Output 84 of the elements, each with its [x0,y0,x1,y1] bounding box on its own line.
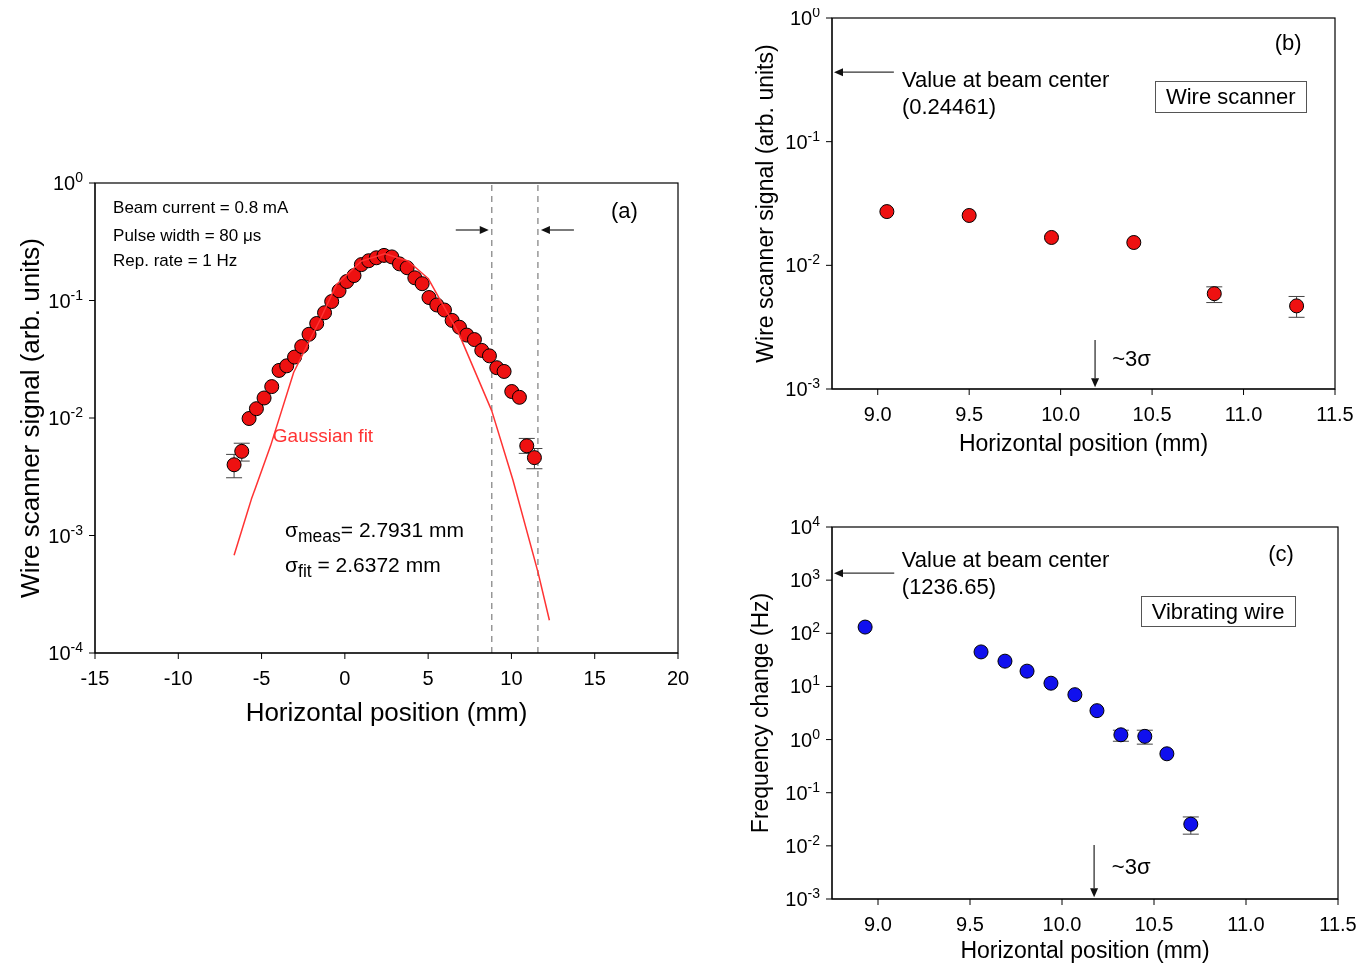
x-tick-label: 10.0 [1042,913,1082,935]
annotation: σ$_{meas}$= 2.7931 mm [285,516,464,548]
x-tick-label: -5 [252,667,271,689]
x-tick-label: 5 [422,667,434,689]
point [264,379,280,395]
series-label: Gaussian fit [272,425,374,448]
x-tick-label: 10.0 [1041,403,1081,425]
y-tick-label: 10$^{-1}$ [48,286,84,312]
annotation: Value at beam center (1236.65) [901,546,1110,600]
x-tick-label: 11.0 [1224,403,1263,425]
annotation: (a) [610,197,638,225]
point [973,644,989,660]
x-tick-label: 10 [500,667,523,689]
y-tick-label: 10$^{-2}$ [785,251,821,277]
annotation: Rep. rate = 1 Hz [113,249,238,271]
x-axis-title: Horizontal position (mm) [245,697,528,727]
point [1019,663,1035,679]
x-tick-label: 9.5 [956,913,984,935]
point [1043,675,1059,691]
x-tick-label: 11.5 [1319,913,1357,935]
x-tick-label: 15 [583,667,606,689]
point [526,450,542,466]
annotation: Vibrating wire [1151,598,1285,624]
x-axis-title: Horizontal position (mm) [958,430,1209,456]
y-tick-label: 10$^{-1}$ [785,778,821,804]
y-axis-title: Wire scanner signal (arb. units) [15,238,45,598]
y-tick-label: 10$^{-4}$ [48,639,84,664]
point [414,276,430,292]
point [241,411,257,427]
x-tick-label: 9.5 [955,403,984,425]
point [256,390,272,406]
annotation: (b) [1274,29,1302,57]
point [511,389,527,405]
point [496,363,512,379]
y-tick-label: 10$^{3}$ [789,566,821,592]
x-tick-label: 9.0 [863,403,892,425]
y-tick-label: 10$^{-2}$ [785,831,821,857]
y-tick-label: 10$^{0}$ [789,4,821,29]
annotation: Value at beam center (0.24461) [901,65,1111,121]
point [481,348,497,364]
annotation: (c) [1268,540,1294,568]
y-tick-label: 10$^{1}$ [789,672,821,698]
y-tick-label: 10$^{-3}$ [785,375,821,400]
x-tick-label: -10 [163,667,193,689]
annotation: σ$_{fit}$ = 2.6372 mm [285,551,441,583]
y-tick-label: 10$^{-3}$ [785,885,821,910]
point [248,401,264,417]
x-tick-label: 20 [666,667,690,689]
x-tick-label: 0 [339,667,351,689]
y-tick-label: 10$^{2}$ [789,619,821,645]
y-axis-title: Wire scanner signal (arb. units) [752,44,778,363]
y-tick-label: 10$^{-1}$ [785,127,821,153]
annotation: Wire scanner [1165,84,1296,110]
y-tick-label: 10$^{0}$ [52,169,84,194]
point [857,619,873,635]
y-tick-label: 10$^{4}$ [789,513,821,538]
point [1043,229,1059,245]
y-tick-label: 10$^{-3}$ [48,521,84,547]
point [997,653,1013,669]
point [1126,234,1142,250]
annotation: ~3σ [1112,344,1151,373]
point [1089,703,1105,719]
point [466,332,482,348]
point [961,207,977,223]
x-tick-label: 11.5 [1316,403,1354,425]
x-tick-label: 10.5 [1132,403,1172,425]
annotation: ~3σ [1111,852,1151,881]
x-tick-label: -15 [80,667,110,689]
x-tick-label: 11.0 [1227,913,1265,935]
x-tick-label: 10.5 [1134,913,1174,935]
point [1159,746,1175,762]
y-axis-title: Frequency change (Hz) [747,592,773,834]
y-tick-label: 10$^{0}$ [789,725,821,751]
x-axis-title: Horizontal position (mm) [960,937,1210,963]
text-box: Vibrating wire [1140,595,1296,628]
annotation: Pulse width = 80 μs [113,225,262,247]
y-tick-label: 10$^{-2}$ [48,404,84,429]
point [226,457,242,473]
point [879,204,895,220]
annotation: Beam current = 0.8 mA [113,197,289,219]
text-box: Wire scanner [1154,81,1307,113]
x-tick-label: 9.0 [864,913,892,935]
point [1289,298,1305,314]
point [1067,687,1083,703]
